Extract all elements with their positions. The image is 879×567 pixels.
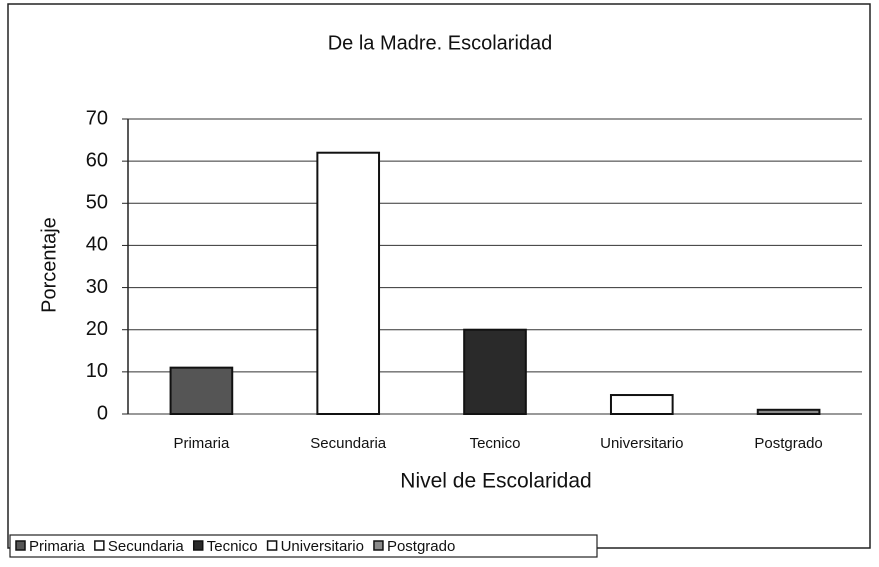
legend-label: Primaria — [29, 538, 85, 555]
x-axis-label: Nivel de Escolaridad — [400, 470, 591, 493]
y-tick-label: 10 — [86, 360, 108, 382]
bar — [756, 408, 821, 415]
chart-title: De la Madre. Escolaridad — [328, 32, 553, 54]
y-tick-label: 40 — [86, 234, 108, 256]
chart-frame — [7, 3, 871, 549]
legend-swatch — [266, 540, 278, 551]
y-tick-label: 0 — [97, 402, 108, 424]
y-tick-label: 50 — [86, 192, 108, 214]
bar — [609, 394, 674, 415]
legend-label: Secundaria — [108, 538, 185, 555]
y-tick-label: 70 — [86, 107, 108, 129]
x-tick-label: Universitario — [600, 435, 683, 452]
y-axis-label: Porcentaje — [38, 217, 60, 313]
bar — [169, 366, 234, 415]
legend-label: Universitario — [281, 538, 364, 555]
bar — [463, 328, 527, 416]
legend-label: Postgrado — [387, 538, 455, 555]
legend-swatch — [373, 540, 384, 551]
x-tick-label: Primaria — [173, 435, 229, 452]
y-tick-label: 60 — [86, 149, 108, 171]
legend-box — [9, 534, 598, 558]
legend-swatch — [94, 540, 105, 551]
bar — [316, 151, 381, 415]
x-tick-label: Secundaria — [310, 435, 387, 452]
y-tick-label: 20 — [86, 318, 108, 340]
x-tick-label: Postgrado — [754, 435, 822, 452]
legend-swatch — [15, 540, 26, 551]
x-tick-label: Tecnico — [470, 435, 521, 452]
legend-swatch — [192, 540, 204, 551]
y-tick-label: 30 — [86, 276, 108, 298]
legend-label: Tecnico — [207, 538, 258, 555]
